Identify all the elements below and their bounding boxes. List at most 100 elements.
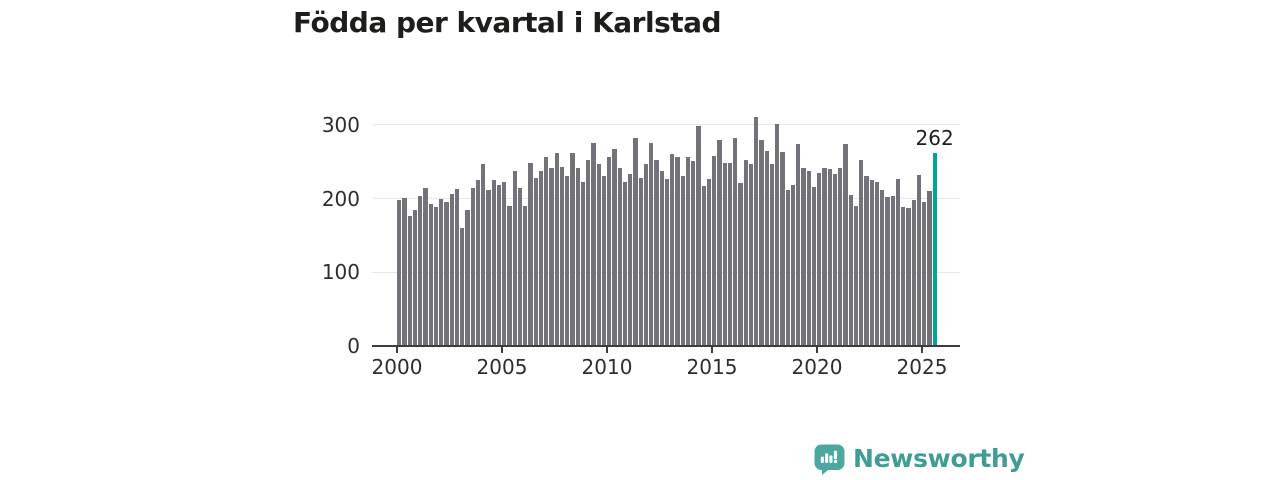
bar xyxy=(538,171,544,346)
x-axis-label: 2020 xyxy=(791,355,843,379)
bar xyxy=(580,182,586,346)
newsworthy-logo[interactable]: Newsworthy xyxy=(813,443,1025,477)
bar xyxy=(859,159,864,346)
brand-wordmark: Newsworthy xyxy=(853,444,1025,473)
bar xyxy=(817,172,822,346)
bar xyxy=(743,159,748,346)
bar xyxy=(895,178,901,346)
logo-mini-bar-3 xyxy=(829,455,833,463)
bar xyxy=(864,175,869,346)
bar xyxy=(454,189,460,346)
bar xyxy=(523,206,528,346)
bar xyxy=(838,167,843,346)
bar xyxy=(790,184,796,346)
bar xyxy=(785,189,790,346)
bar xyxy=(796,144,801,346)
bar xyxy=(754,116,759,346)
bar xyxy=(601,175,607,346)
bar xyxy=(633,138,638,346)
bar xyxy=(853,206,859,346)
logo-exclamation-stem xyxy=(833,450,838,460)
y-axis-label: 100 xyxy=(321,260,360,285)
bar xyxy=(402,197,407,346)
x-axis-line xyxy=(372,344,960,347)
bar xyxy=(801,167,806,346)
bar xyxy=(911,200,916,346)
bar xyxy=(654,160,659,346)
bar-series xyxy=(397,106,953,346)
bar xyxy=(759,140,764,346)
bar xyxy=(533,178,538,346)
bar xyxy=(475,180,481,346)
y-axis-label: 300 xyxy=(321,112,360,137)
x-axis-label: 2005 xyxy=(476,355,528,379)
bar xyxy=(901,206,906,346)
logo-exclamation-dot xyxy=(833,459,838,464)
x-axis-label: 2010 xyxy=(581,355,633,379)
bar xyxy=(486,189,491,346)
bar xyxy=(717,140,722,346)
bar xyxy=(591,143,596,346)
bar xyxy=(675,157,680,346)
bar xyxy=(481,164,486,346)
bar xyxy=(649,142,654,346)
bar xyxy=(727,162,733,346)
x-axis-tick xyxy=(396,347,398,353)
x-axis-tick xyxy=(921,347,923,353)
highlighted-bar xyxy=(932,153,937,346)
bar xyxy=(528,162,533,346)
bar xyxy=(575,168,580,346)
bar xyxy=(664,178,670,346)
bar xyxy=(449,193,454,346)
bar xyxy=(685,156,691,346)
bar xyxy=(811,186,817,346)
bar xyxy=(423,188,428,346)
bar xyxy=(559,166,565,346)
x-axis-label: 2015 xyxy=(686,355,738,379)
bar xyxy=(764,150,769,346)
bar xyxy=(544,157,549,346)
bar xyxy=(397,200,402,346)
bar xyxy=(874,182,880,346)
bar xyxy=(418,196,423,346)
bar xyxy=(428,203,433,346)
bar xyxy=(502,182,507,346)
bar xyxy=(701,186,706,346)
bar xyxy=(769,164,775,346)
highlight-value-label: 262 xyxy=(915,125,954,150)
bar xyxy=(638,178,643,346)
bar xyxy=(832,174,838,346)
bar xyxy=(916,175,922,346)
x-axis-label: 2025 xyxy=(896,355,948,379)
bar xyxy=(922,202,927,346)
bar xyxy=(822,167,827,346)
bar xyxy=(622,182,628,346)
bar xyxy=(733,138,738,346)
bar xyxy=(596,164,601,346)
bar xyxy=(470,188,475,346)
bar xyxy=(412,210,418,346)
bar xyxy=(549,168,554,346)
bar xyxy=(554,153,559,346)
x-axis-tick xyxy=(711,347,713,353)
bar xyxy=(712,155,717,346)
bar xyxy=(885,197,890,346)
bar xyxy=(738,183,743,346)
bar xyxy=(691,161,696,346)
bar xyxy=(570,153,575,346)
bar xyxy=(775,124,780,346)
y-axis-label: 0 xyxy=(347,334,360,358)
bar xyxy=(706,178,712,346)
x-axis-tick xyxy=(816,347,818,353)
bar xyxy=(643,164,649,346)
bar xyxy=(748,164,754,346)
bar xyxy=(439,198,444,346)
bar xyxy=(670,154,675,346)
logo-mini-bar-2 xyxy=(825,453,829,463)
newsworthy-logo-icon xyxy=(814,444,845,475)
bar xyxy=(517,187,523,346)
bar xyxy=(465,210,470,346)
bar xyxy=(659,171,664,346)
bar xyxy=(906,207,911,346)
